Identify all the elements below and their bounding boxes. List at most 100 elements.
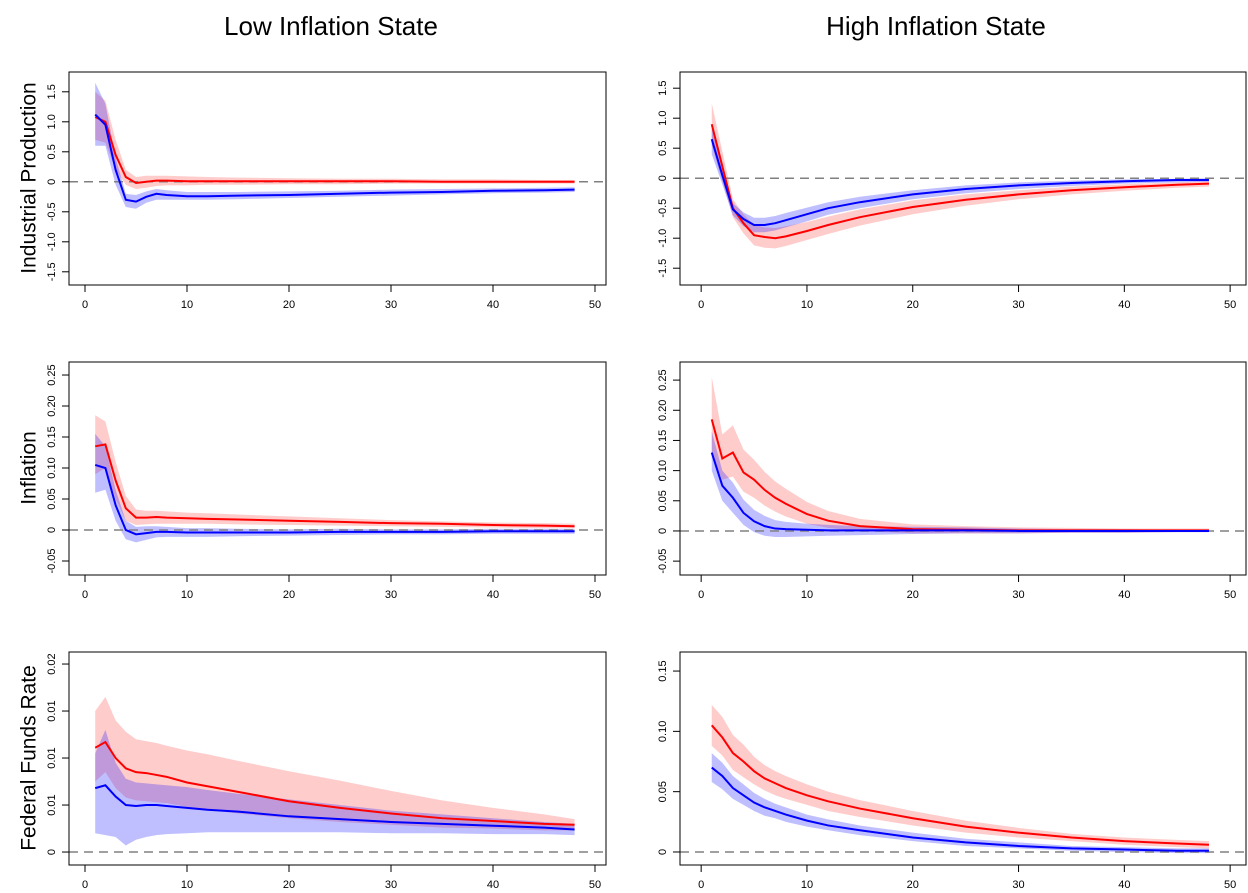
y-tick-label: 0.02 bbox=[46, 653, 58, 674]
plot-area bbox=[680, 377, 1246, 537]
y-tick-label: 1.5 bbox=[657, 81, 669, 96]
response-line bbox=[710, 138, 1209, 226]
x-tick-label: 40 bbox=[1118, 879, 1130, 891]
y-tick-label: 1.5 bbox=[46, 84, 58, 99]
x-tick-label: 0 bbox=[698, 879, 704, 891]
y-tick-label: 0.05 bbox=[657, 490, 669, 511]
x-tick-label: 0 bbox=[698, 299, 704, 311]
panel: 0 10 20 30 40 50 -0.05 0 0.05 0.10 0.15 0.20 0.25 bbox=[657, 361, 1247, 601]
y-tick-label: 0.5 bbox=[657, 141, 669, 156]
x-tick-label: 40 bbox=[487, 589, 499, 601]
plot-area bbox=[680, 704, 1246, 854]
x-tick-label: 20 bbox=[907, 879, 919, 891]
response-line bbox=[710, 123, 1210, 240]
x-tick-label: 30 bbox=[385, 879, 397, 891]
confidence-band bbox=[711, 377, 1209, 534]
x-tick-label: 20 bbox=[283, 299, 295, 311]
y-tick-label: 0.01 bbox=[46, 747, 58, 768]
confidence-band bbox=[711, 704, 1209, 849]
x-tick-label: 50 bbox=[1224, 879, 1236, 891]
column-title: High Inflation State bbox=[826, 11, 1046, 41]
y-tick-label: 0 bbox=[46, 849, 58, 855]
plot-frame bbox=[679, 651, 1247, 866]
column-title: Low Inflation State bbox=[224, 11, 438, 41]
row-label: Industrial Production bbox=[18, 82, 41, 273]
y-tick-label: 1.0 bbox=[657, 111, 669, 126]
x-tick-label: 10 bbox=[181, 589, 193, 601]
confidence-band bbox=[95, 91, 575, 189]
plot-frame bbox=[68, 71, 607, 286]
response-line bbox=[94, 740, 575, 826]
response-line bbox=[94, 784, 575, 831]
y-tick-label: -0.05 bbox=[46, 548, 58, 573]
confidence-band bbox=[95, 696, 575, 831]
x-tick-label: 40 bbox=[487, 299, 499, 311]
y-tick-label: -1.0 bbox=[46, 232, 58, 251]
y-tick-label: -0.5 bbox=[657, 199, 669, 218]
y-tick-label: 0.15 bbox=[46, 426, 58, 447]
plot-area bbox=[69, 415, 606, 543]
response-line bbox=[94, 116, 575, 185]
x-tick-label: 50 bbox=[1224, 299, 1236, 311]
x-tick-label: 40 bbox=[1118, 589, 1130, 601]
y-tick-label: 0.15 bbox=[657, 660, 669, 681]
row-label: Federal Funds Rate bbox=[18, 665, 41, 851]
y-tick-label: 0.25 bbox=[657, 369, 669, 390]
x-tick-label: 50 bbox=[589, 879, 601, 891]
y-tick-label: 0.10 bbox=[657, 721, 669, 742]
x-tick-label: 0 bbox=[82, 589, 88, 601]
y-tick-label: 0 bbox=[657, 528, 669, 534]
x-tick-label: 20 bbox=[907, 299, 919, 311]
y-tick-label: 0 bbox=[46, 527, 58, 533]
x-tick-label: 30 bbox=[1012, 879, 1024, 891]
response-line bbox=[94, 463, 575, 536]
y-tick-label: 0.01 bbox=[46, 700, 58, 721]
plot-area bbox=[680, 103, 1246, 249]
x-tick-label: 30 bbox=[385, 589, 397, 601]
x-tick-label: 50 bbox=[589, 299, 601, 311]
x-tick-label: 20 bbox=[283, 589, 295, 601]
x-tick-label: 10 bbox=[801, 299, 813, 311]
panel: 0 10 20 30 40 50 -1.5 -1.0 -0.5 0 0.5 1.0 1.5 bbox=[657, 71, 1247, 311]
confidence-band bbox=[711, 753, 1209, 854]
y-tick-label: 0.10 bbox=[46, 457, 58, 478]
x-tick-label: 40 bbox=[1118, 299, 1130, 311]
y-tick-label: 0.20 bbox=[657, 400, 669, 421]
row-label: Inflation bbox=[18, 431, 41, 505]
y-tick-label: 0 bbox=[657, 849, 669, 855]
plot-area bbox=[69, 82, 606, 209]
plot-area bbox=[69, 696, 606, 853]
y-tick-label: 0.05 bbox=[657, 781, 669, 802]
x-tick-label: 0 bbox=[698, 589, 704, 601]
x-tick-label: 10 bbox=[181, 879, 193, 891]
y-tick-label: 0.25 bbox=[46, 364, 58, 385]
y-tick-label: -0.05 bbox=[657, 549, 669, 574]
confidence-band bbox=[95, 82, 575, 209]
y-tick-label: -1.0 bbox=[657, 229, 669, 248]
y-tick-label: 0.01 bbox=[46, 794, 58, 815]
y-tick-label: 0.5 bbox=[46, 144, 58, 159]
y-tick-label: 1.0 bbox=[46, 114, 58, 129]
y-tick-label: 0.05 bbox=[46, 488, 58, 509]
x-tick-label: 10 bbox=[181, 299, 193, 311]
confidence-band bbox=[711, 124, 1209, 233]
y-tick-label: 0.20 bbox=[46, 395, 58, 416]
x-tick-label: 40 bbox=[487, 879, 499, 891]
panel: 0 10 20 30 40 50 0 0.01 0.01 0.01 0.02 bbox=[46, 651, 607, 891]
y-tick-label: 0 bbox=[46, 179, 58, 185]
x-tick-label: 30 bbox=[1012, 299, 1024, 311]
confidence-band bbox=[711, 431, 1209, 537]
response-line bbox=[710, 452, 1209, 532]
response-line bbox=[94, 113, 575, 203]
response-line bbox=[95, 443, 575, 528]
x-tick-label: 20 bbox=[283, 879, 295, 891]
x-tick-label: 50 bbox=[589, 589, 601, 601]
y-tick-label: 0 bbox=[657, 175, 669, 181]
response-line bbox=[711, 766, 1209, 852]
x-tick-label: 30 bbox=[385, 299, 397, 311]
x-tick-label: 0 bbox=[82, 299, 88, 311]
plot-frame bbox=[679, 361, 1247, 576]
y-tick-label: -1.5 bbox=[46, 262, 58, 281]
y-tick-label: -1.5 bbox=[657, 259, 669, 278]
